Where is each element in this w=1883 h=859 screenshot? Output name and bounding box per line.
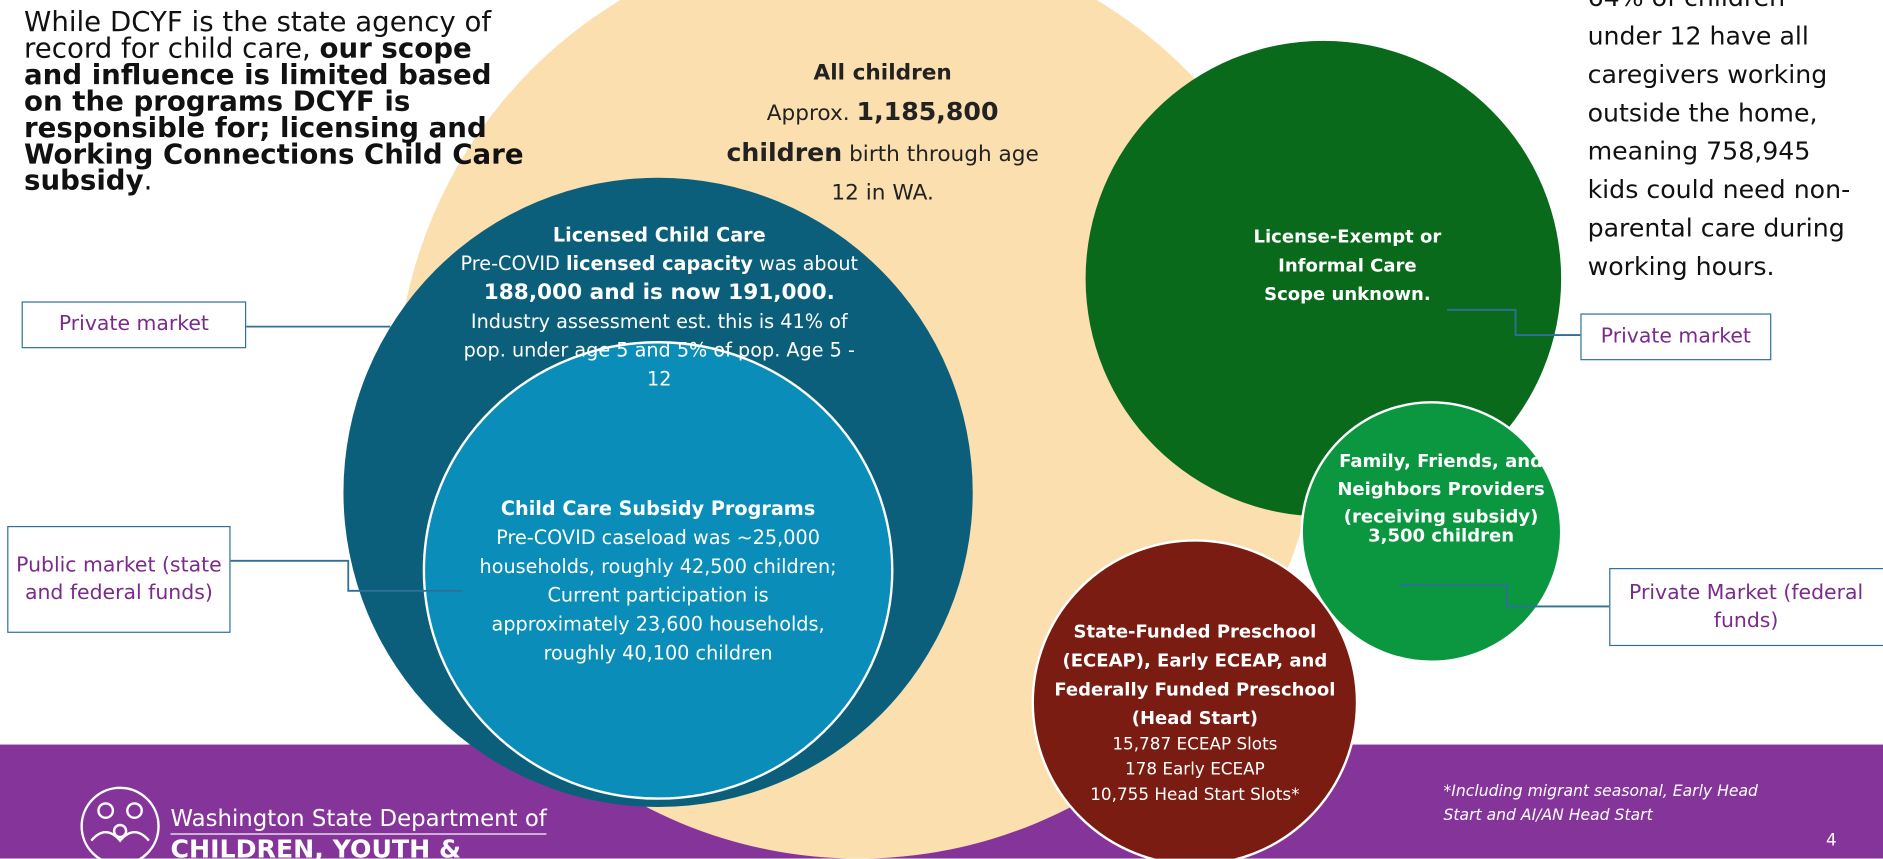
subsidy-text: Child Care Subsidy Programs Pre-COVID ca… xyxy=(478,495,838,668)
ffn-circle xyxy=(1300,401,1563,663)
market-label: Private Market (federal funds) xyxy=(1609,568,1883,647)
license-exempt-text: License-Exempt or Informal Care Scope un… xyxy=(1239,222,1455,308)
text-bold: 188,000 and is now 191,000. xyxy=(483,279,835,306)
licensed-text: Licensed Child Care Pre-COVID licensed c… xyxy=(460,221,859,394)
connector xyxy=(230,559,463,592)
text-part: Pre-COVID xyxy=(460,252,566,276)
text-part: Approx. xyxy=(766,100,857,127)
circle-title: Family, Friends, and Neighbors Providers… xyxy=(1337,450,1545,528)
subsidy-circle xyxy=(422,341,894,800)
text-line: 15,787 ECEAP Slots xyxy=(1112,734,1278,755)
market-label: Public market (state and federal funds) xyxy=(7,525,231,633)
market-label: Private market xyxy=(21,301,247,349)
circle-title: State-Funded Preschool (ECEAP), Early EC… xyxy=(1054,620,1336,729)
text-part: Scope unknown. xyxy=(1264,283,1431,306)
text-part: Industry assessment est. this is 41% of … xyxy=(463,309,855,391)
circle-title: Child Care Subsidy Programs xyxy=(500,497,816,520)
text-bold: 1,185,800 children xyxy=(726,97,999,167)
intro-text: While DCYF is the state agency of record… xyxy=(24,7,528,197)
circle-title: Licensed Child Care xyxy=(552,223,766,247)
all-children-text: All children Approx. 1,185,800 children … xyxy=(715,54,1051,213)
text-part: was about xyxy=(752,252,859,276)
logo-icon xyxy=(80,786,160,859)
intro-part: . xyxy=(143,165,153,197)
ffn-text: Family, Friends, and Neighbors Providers… xyxy=(1333,448,1549,550)
logo-line: Washington State Department of xyxy=(170,805,547,835)
text-bold: licensed capacity xyxy=(565,252,753,276)
page-number: 4 xyxy=(1825,831,1837,851)
intro-part: While DCYF is the state agency of record… xyxy=(24,7,492,65)
circle-title: All children xyxy=(813,60,952,86)
text-line: 178 Early ECEAP xyxy=(1124,760,1265,780)
market-label: Private market xyxy=(1580,313,1772,361)
footnote: *Including migrant seasonal, Early Head … xyxy=(1443,782,1758,826)
text-part: Pre-COVID caseload was ~25,000 household… xyxy=(479,525,837,665)
connector xyxy=(1447,308,1581,336)
text-part: 3,500 children xyxy=(1368,524,1515,547)
intro-bold: our scope and influence is limited based… xyxy=(24,33,524,197)
preschool-text: State-Funded Preschool (ECEAP), Early EC… xyxy=(1047,617,1342,808)
circle-title: License-Exempt or Informal Care xyxy=(1253,225,1442,277)
logo-text: Washington State Department of CHILDREN,… xyxy=(170,805,567,859)
connector xyxy=(1399,583,1610,608)
license-exempt-circle xyxy=(1085,40,1562,517)
preschool-circle xyxy=(1031,539,1359,859)
text-line: 10,755 Head Start Slots* xyxy=(1090,785,1300,805)
logo-line: CHILDREN, YOUTH & FAMILIES xyxy=(170,834,462,859)
text-part: birth through age 12 in WA. xyxy=(831,141,1039,206)
stat-note: 64% of children under 12 have all caregi… xyxy=(1587,0,1851,282)
